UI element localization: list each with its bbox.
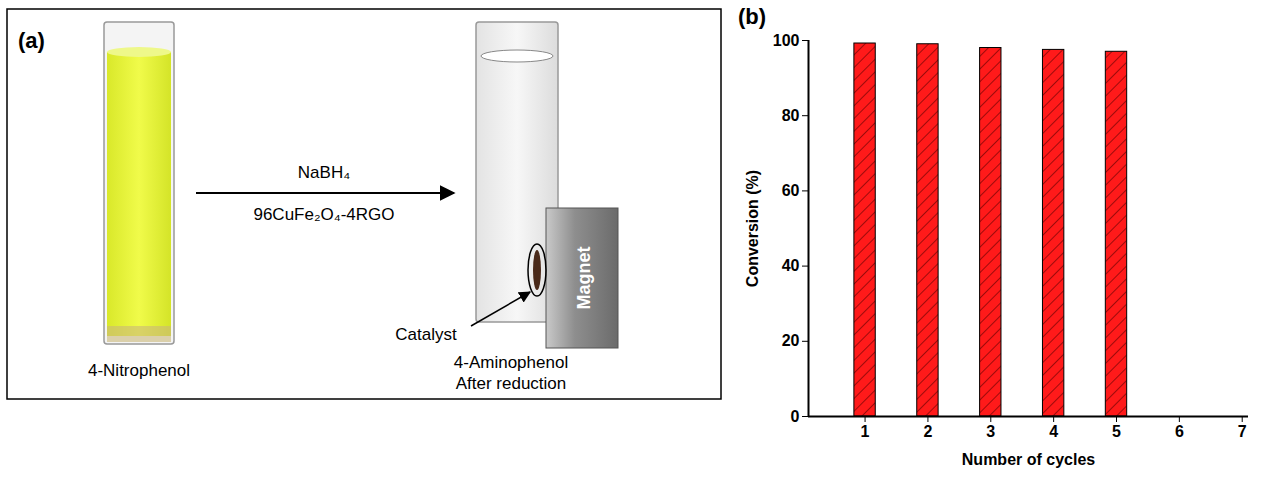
- svg-text:100: 100: [773, 32, 800, 49]
- svg-text:40: 40: [782, 257, 800, 274]
- svg-text:6: 6: [1175, 423, 1184, 440]
- svg-text:(a): (a): [18, 28, 45, 53]
- svg-text:4-Nitrophenol: 4-Nitrophenol: [88, 361, 190, 380]
- svg-text:Catalyst: Catalyst: [395, 325, 457, 344]
- svg-text:2: 2: [923, 423, 932, 440]
- html-text:(b): (b): [738, 4, 767, 29]
- svg-text:96CuFe₂O₄-4RGO: 96CuFe₂O₄-4RGO: [253, 205, 394, 224]
- svg-text:Conversion (%): Conversion (%): [744, 170, 761, 287]
- svg-text:Number of cycles: Number of cycles: [962, 451, 1095, 468]
- svg-text:1: 1: [861, 423, 870, 440]
- svg-text:After reduction: After reduction: [456, 374, 567, 393]
- svg-text:3: 3: [986, 423, 995, 440]
- svg-text:4: 4: [1049, 423, 1058, 440]
- svg-text:5: 5: [1112, 423, 1121, 440]
- svg-text:Magnet: Magnet: [574, 246, 594, 309]
- svg-text:4-Aminophenol: 4-Aminophenol: [454, 353, 568, 372]
- svg-text:7: 7: [1238, 423, 1247, 440]
- svg-text:80: 80: [782, 107, 800, 124]
- svg-text:20: 20: [782, 332, 800, 349]
- svg-text:0: 0: [791, 408, 800, 425]
- svg-text:NaBH₄: NaBH₄: [298, 163, 350, 182]
- svg-text:60: 60: [782, 182, 800, 199]
